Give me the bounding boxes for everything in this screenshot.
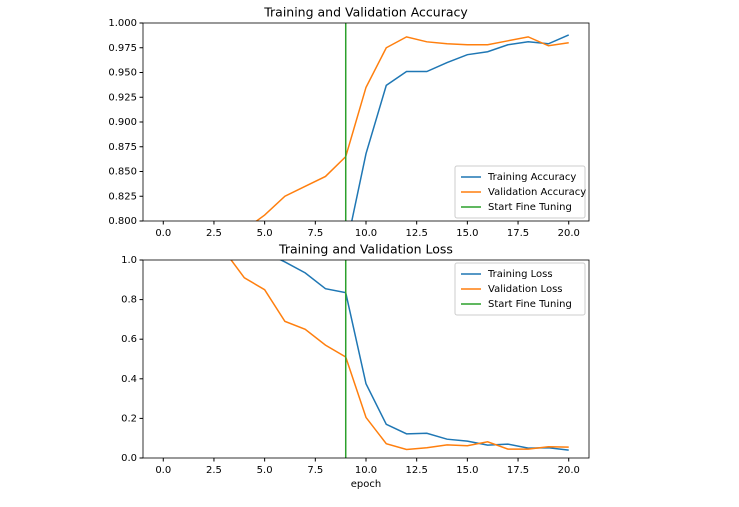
y-tick-label: 0.2 <box>121 413 137 424</box>
y-tick-label: 0.925 <box>108 92 137 103</box>
legend-label: Validation Accuracy <box>488 187 586 198</box>
x-tick-label: 0.0 <box>155 465 171 476</box>
y-tick-label: 1.0 <box>121 255 137 266</box>
x-tick-label: 0.0 <box>155 228 171 239</box>
x-tick-label: 17.5 <box>507 465 529 476</box>
axes-frame <box>142 22 590 222</box>
x-tick-label: 12.5 <box>406 465 428 476</box>
y-tick-label: 0.875 <box>108 142 137 153</box>
legend-box <box>454 262 586 316</box>
y-tick-label: 0.975 <box>108 43 137 54</box>
series-line <box>255 36 569 221</box>
x-tick-label: 20.0 <box>558 465 580 476</box>
x-tick-label: 12.5 <box>406 228 428 239</box>
y-tick-label: 1.000 <box>108 18 137 29</box>
chart-title: Training and Validation Accuracy <box>263 5 468 20</box>
y-tick-label: 0.900 <box>108 117 137 128</box>
y-tick-label: 0.8 <box>121 295 137 306</box>
x-tick-label: 15.0 <box>456 228 478 239</box>
y-tick-label: 0.800 <box>108 216 137 227</box>
x-tick-label: 7.5 <box>307 465 323 476</box>
series-line <box>279 260 569 451</box>
x-tick-label: 5.0 <box>257 465 273 476</box>
plot-area <box>255 23 570 221</box>
series-line <box>351 34 570 221</box>
series-line <box>230 260 569 451</box>
x-tick-label: 7.5 <box>307 228 323 239</box>
x-tick-label: 15.0 <box>456 465 478 476</box>
y-tick-label: 0.0 <box>121 453 137 464</box>
legend-label: Start Fine Tuning <box>488 202 572 213</box>
y-tick-label: 0.825 <box>108 191 137 202</box>
legend-box <box>454 165 586 219</box>
y-tick-label: 0.850 <box>108 167 137 178</box>
plot-area <box>230 260 569 458</box>
legend-label: Start Fine Tuning <box>488 299 572 310</box>
y-tick-label: 0.4 <box>121 374 137 385</box>
x-axis-label: epoch <box>351 479 381 490</box>
chart-title: Training and Validation Loss <box>278 242 453 257</box>
axes-frame <box>142 259 590 459</box>
legend-label: Training Accuracy <box>487 172 576 183</box>
y-tick-label: 0.950 <box>108 68 137 79</box>
y-tick-label: 0.6 <box>121 334 137 345</box>
x-tick-label: 2.5 <box>206 465 222 476</box>
x-tick-label: 10.0 <box>355 465 377 476</box>
legend-label: Validation Loss <box>488 284 563 295</box>
legend-label: Training Loss <box>487 269 553 280</box>
x-tick-label: 10.0 <box>355 228 377 239</box>
x-tick-label: 5.0 <box>257 228 273 239</box>
x-tick-label: 20.0 <box>558 228 580 239</box>
x-tick-label: 2.5 <box>206 228 222 239</box>
x-tick-label: 17.5 <box>507 228 529 239</box>
